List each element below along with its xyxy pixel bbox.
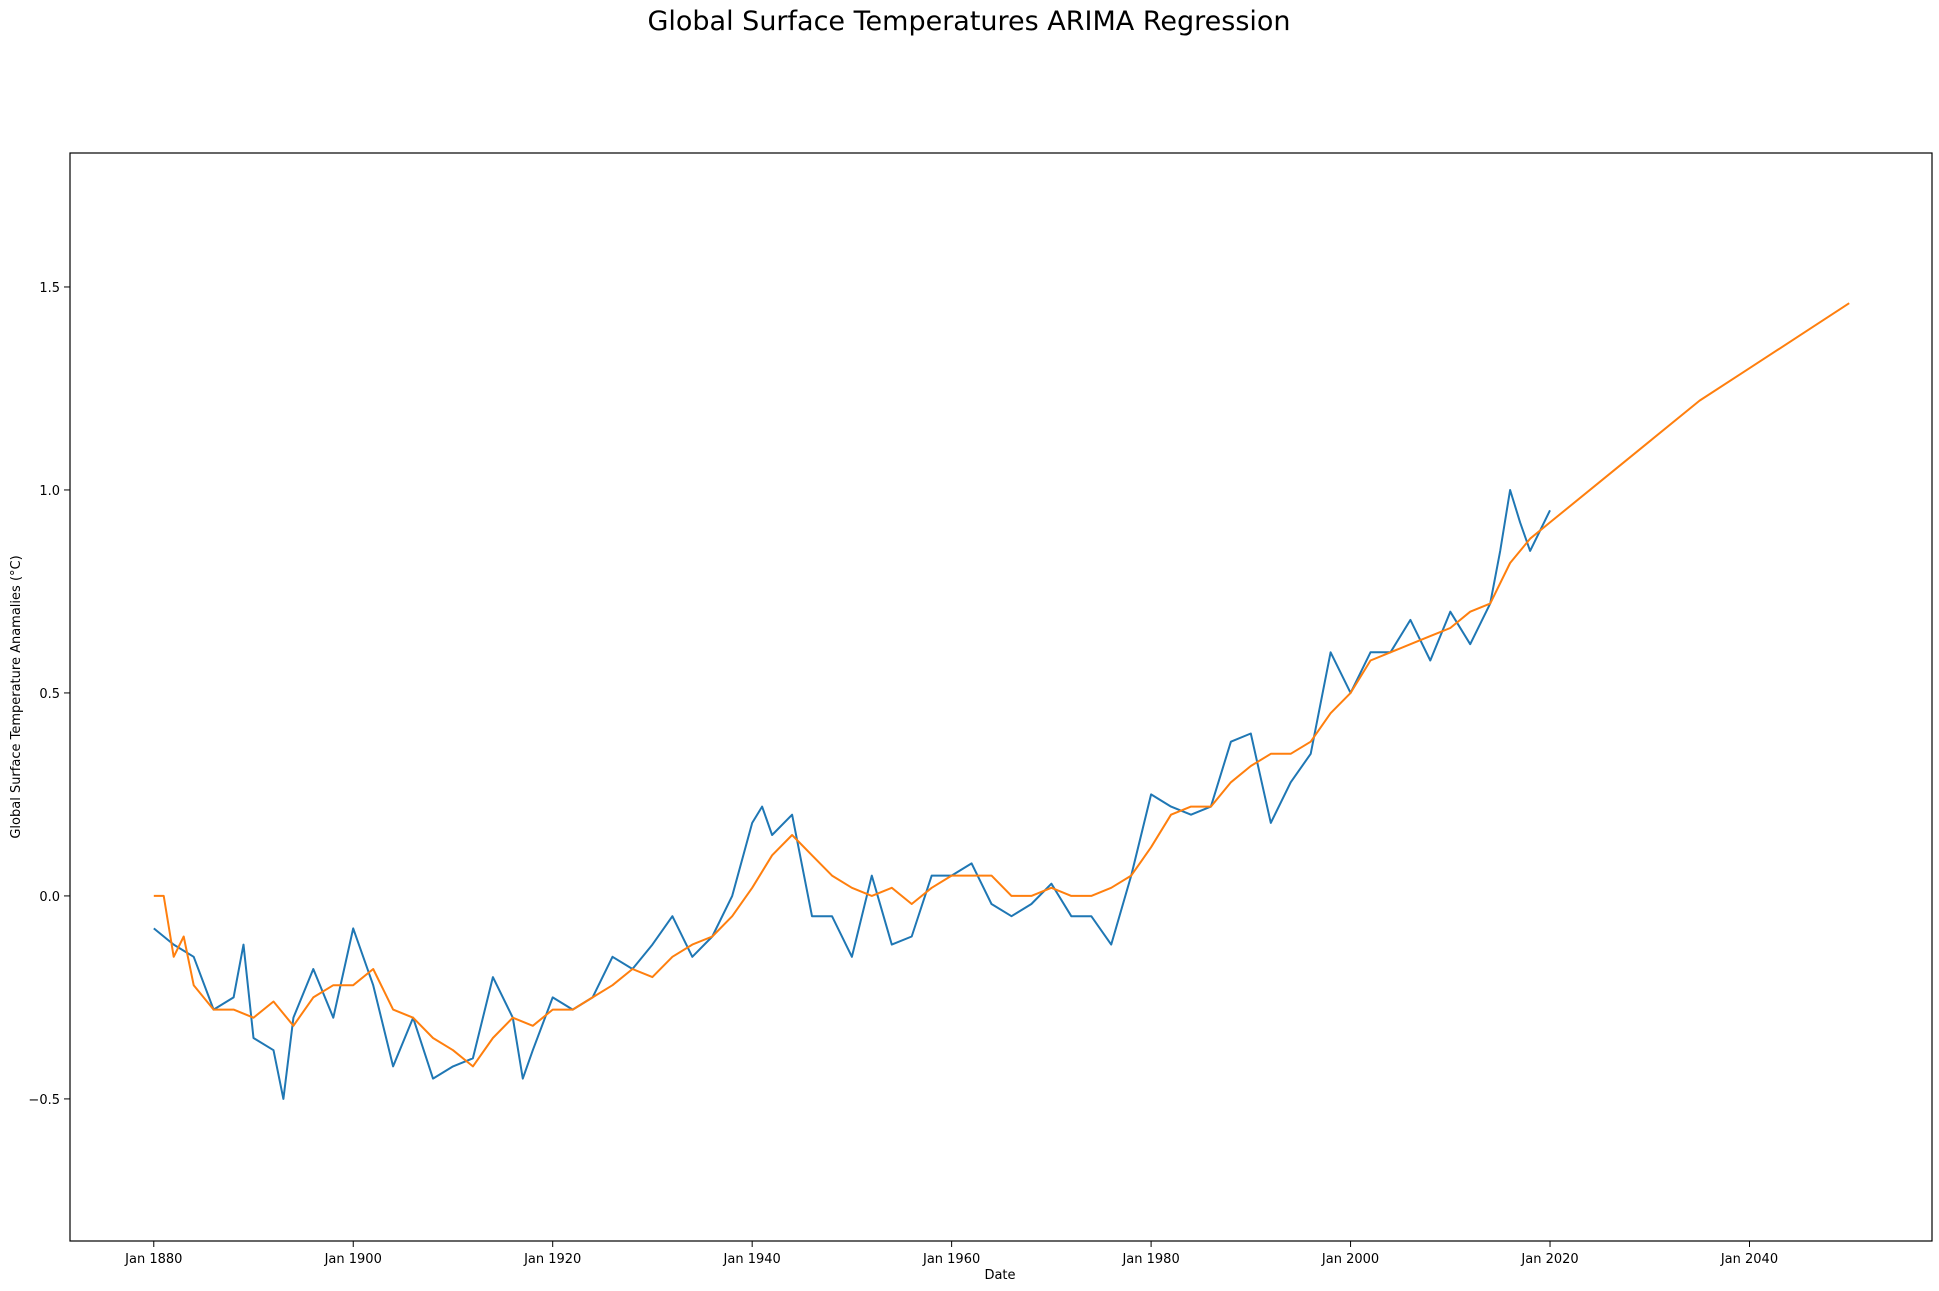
x-axis-label: Date — [984, 1268, 1015, 1283]
y-axis: −0.5 0.0 0.5 1.0 1.5 — [28, 281, 70, 1108]
x-tick-label: Jan 1960 — [922, 1252, 980, 1267]
x-tick-label: Jan 2020 — [1520, 1252, 1578, 1267]
x-tick-label: Jan 1980 — [1121, 1252, 1179, 1267]
x-tick-label: Jan 1880 — [124, 1252, 182, 1267]
plot-frame — [69, 152, 1933, 1242]
y-tick-label: 1.0 — [39, 484, 60, 499]
x-tick-label: Jan 2000 — [1321, 1252, 1379, 1267]
x-tick-label: Jan 1920 — [523, 1252, 581, 1267]
x-axis: Jan 1880 Jan 1900 Jan 1920 Jan 1940 Jan 1960… — [124, 1241, 1778, 1267]
series-line-2 — [153, 302, 1850, 1068]
x-tick-label: Jan 2040 — [1720, 1252, 1778, 1267]
plot-series — [153, 302, 1850, 1100]
x-tick-label: Jan 1900 — [324, 1252, 382, 1267]
y-tick-label: 0.0 — [39, 890, 60, 905]
chart-title: Global Surface Temperatures ARIMA Regres… — [647, 6, 1290, 37]
y-tick-label: −0.5 — [28, 1093, 60, 1108]
y-axis-label: Global Surface Temperature Anamalies (°C… — [9, 555, 24, 838]
y-tick-label: 0.5 — [39, 687, 60, 702]
y-tick-label: 1.5 — [39, 281, 60, 296]
series-line-1 — [153, 489, 1551, 1100]
x-tick-label: Jan 1940 — [723, 1252, 781, 1267]
